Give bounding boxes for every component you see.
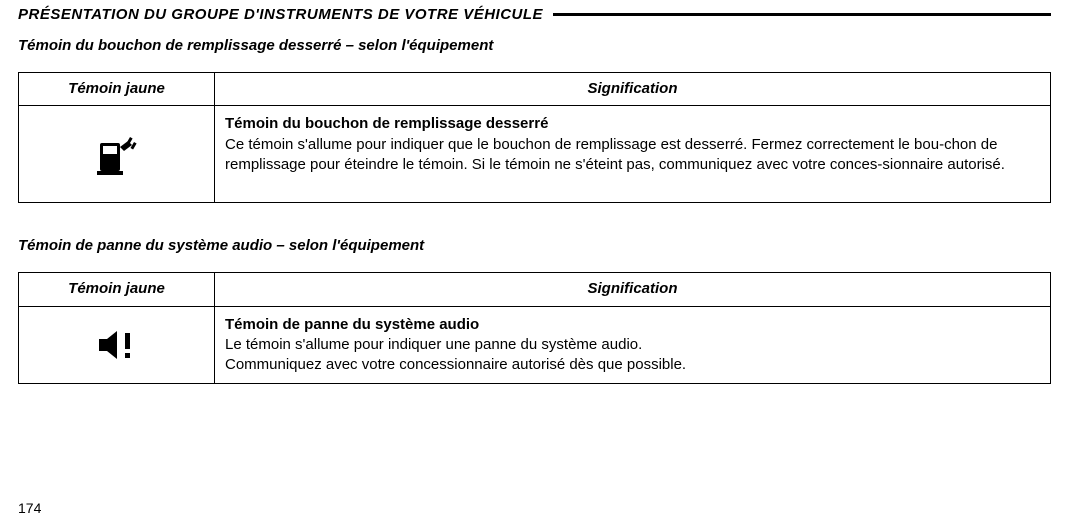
- section1-icon-cell: [19, 106, 215, 203]
- table-row: Témoin de panne du système audio Le témo…: [19, 306, 1051, 384]
- section2-table: Témoin jaune Signification: [18, 272, 1051, 384]
- section2-heading: Témoin de panne du système audio – selon…: [18, 237, 1051, 254]
- section1-row-body: Ce témoin s'allume pour indiquer que le …: [225, 136, 1005, 173]
- section2-icon-cell: [19, 306, 215, 384]
- section1-col1-header: Témoin jaune: [19, 73, 215, 106]
- section2-col2-header: Signification: [215, 273, 1051, 306]
- section1-col2-header: Signification: [215, 73, 1051, 106]
- audio-fault-icon: [29, 315, 204, 375]
- section1-body-cell: Témoin du bouchon de remplissage desserr…: [215, 106, 1051, 203]
- page-header-title: PRÉSENTATION DU GROUPE D'INSTRUMENTS DE …: [18, 6, 553, 23]
- fuel-cap-loose-icon: [29, 114, 204, 194]
- page-header: PRÉSENTATION DU GROUPE D'INSTRUMENTS DE …: [18, 6, 1051, 23]
- table-row: Témoin du bouchon de remplissage desserr…: [19, 106, 1051, 203]
- section2-row-line1: Le témoin s'allume pour indiquer une pan…: [225, 336, 642, 353]
- table-header-row: Témoin jaune Signification: [19, 73, 1051, 106]
- header-rule: [553, 13, 1051, 16]
- section1-table: Témoin jaune Signification: [18, 72, 1051, 203]
- section2-col1-header: Témoin jaune: [19, 273, 215, 306]
- table-header-row: Témoin jaune Signification: [19, 273, 1051, 306]
- section1-heading: Témoin du bouchon de remplissage desserr…: [18, 37, 1051, 54]
- section2-row-title: Témoin de panne du système audio: [225, 316, 479, 333]
- section1-row-title: Témoin du bouchon de remplissage desserr…: [225, 115, 548, 132]
- section2-row-line2: Communiquez avec votre concessionnaire a…: [225, 356, 686, 373]
- section2-body-cell: Témoin de panne du système audio Le témo…: [215, 306, 1051, 384]
- page-number: 174: [18, 500, 41, 516]
